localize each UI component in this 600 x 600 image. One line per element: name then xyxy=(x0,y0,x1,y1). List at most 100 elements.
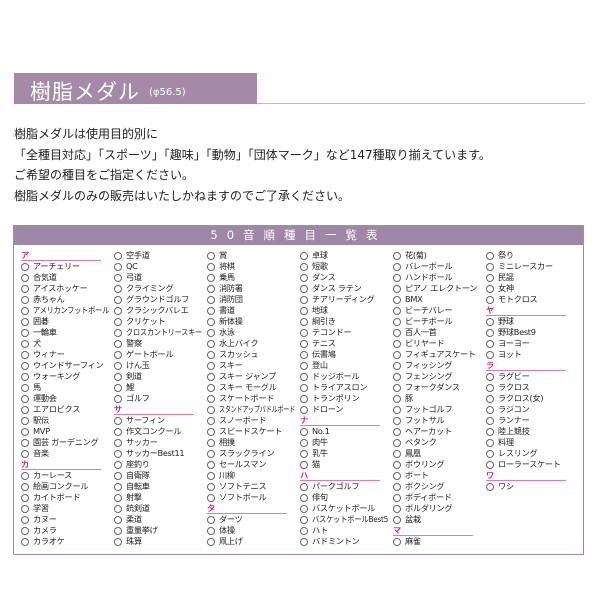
number-circle-icon xyxy=(393,482,401,491)
number-circle-icon xyxy=(114,416,122,425)
list-item: 一輪車 xyxy=(21,327,114,338)
event-name: ボート xyxy=(405,470,429,480)
list-item: カラオケ xyxy=(21,536,114,547)
list-item: けん玉 xyxy=(114,360,207,371)
list-item: 水上バイク xyxy=(207,338,300,349)
list-item: 陸上競技 xyxy=(486,426,579,437)
list-item: ヘアーカット xyxy=(393,426,486,437)
number-circle-icon xyxy=(21,438,29,447)
event-name: 乗馬 xyxy=(219,272,235,282)
medal-size: (φ56.5) xyxy=(149,87,186,98)
event-name: 将棋 xyxy=(219,261,235,271)
event-name: 陸上競技 xyxy=(498,426,530,436)
list-item: ハト xyxy=(300,525,393,536)
number-circle-icon xyxy=(300,372,308,381)
table-column: アアーチェリー 合気道 アイスホッケー 赤ちゃん アメリカンフットボール 囲碁 一輪車犬ウィ… xyxy=(21,250,114,547)
section-header: タ xyxy=(207,503,287,514)
list-item: ピアノ エレクトーン xyxy=(393,283,486,294)
number-circle-icon xyxy=(300,493,308,502)
number-circle-icon xyxy=(21,361,29,370)
list-item: ラジコン xyxy=(486,404,579,415)
number-circle-icon xyxy=(21,493,29,502)
number-circle-icon xyxy=(393,438,401,447)
list-item: ミニレースカー xyxy=(486,261,579,272)
event-name: トランポリン xyxy=(312,393,360,403)
number-circle-icon xyxy=(300,383,308,392)
number-circle-icon xyxy=(486,460,494,469)
list-item: ボディボード xyxy=(393,492,486,503)
event-name: 女神 xyxy=(498,283,514,293)
list-item: 凧上げ xyxy=(207,536,300,547)
list-item: 綱引き xyxy=(300,316,393,327)
event-name: 鯉 xyxy=(126,382,134,392)
number-circle-icon xyxy=(207,515,215,524)
list-item: バスケットボールBest5 xyxy=(300,514,393,525)
number-circle-icon xyxy=(21,471,29,480)
list-item: 祭り xyxy=(486,250,579,261)
event-name: スキー モーグル xyxy=(219,382,277,392)
list-item: レスリング xyxy=(486,448,579,459)
number-circle-icon xyxy=(21,372,29,381)
event-name: 音楽 xyxy=(33,448,49,458)
number-circle-icon xyxy=(21,306,29,315)
list-item: 民謡 xyxy=(486,272,579,283)
table-title: 50音順種目一覧表 xyxy=(14,226,583,245)
number-circle-icon xyxy=(207,251,215,260)
event-name: フィギュアスケート xyxy=(405,349,476,359)
intro-line: 樹脂メダルのみの販売はいたしかねますのでご了承ください。 xyxy=(14,188,351,203)
list-item: 剣道 xyxy=(114,371,207,382)
event-name: スキー xyxy=(219,360,243,370)
event-name: 祭り xyxy=(498,250,514,260)
event-name: ビーチバレー xyxy=(405,305,453,315)
list-item: ビーチバレー xyxy=(393,305,486,316)
number-circle-icon xyxy=(300,328,308,337)
event-name: カラオケ xyxy=(33,536,65,546)
section-header: ワ xyxy=(486,470,566,481)
list-item: 園芸 ガーデニング xyxy=(21,437,114,448)
event-name: ドッジボール xyxy=(312,371,360,381)
number-circle-icon xyxy=(21,394,29,403)
number-circle-icon xyxy=(486,350,494,359)
event-name: テニス xyxy=(312,338,336,348)
event-name: 民謡 xyxy=(498,272,514,282)
list-item: 弓道 xyxy=(114,272,207,283)
number-circle-icon xyxy=(207,317,215,326)
event-name: 絵画コンクール xyxy=(33,481,89,491)
list-item: チアリーディング xyxy=(300,294,393,305)
number-circle-icon xyxy=(21,449,29,458)
event-name: サッカーBest11 xyxy=(126,448,185,458)
event-name: 作文コンクール xyxy=(126,426,182,436)
list-item: テニス xyxy=(300,338,393,349)
number-circle-icon xyxy=(114,427,122,436)
number-circle-icon xyxy=(21,383,29,392)
section-header: ラ xyxy=(486,360,566,371)
event-name: 警察 xyxy=(126,338,142,348)
event-name: 地球 xyxy=(312,305,328,315)
list-item: トライアスロン xyxy=(300,382,393,393)
list-item: アーチェリー xyxy=(21,261,114,272)
list-item: 料理 xyxy=(486,437,579,448)
event-name: ボクシング xyxy=(405,481,445,491)
number-circle-icon xyxy=(114,438,122,447)
number-circle-icon xyxy=(393,361,401,370)
list-item: 駅伝 xyxy=(21,415,114,426)
list-item: 囲碁 xyxy=(21,316,114,327)
number-circle-icon xyxy=(21,416,29,425)
number-circle-icon xyxy=(21,295,29,304)
number-circle-icon xyxy=(393,460,401,469)
event-name: 綱引き xyxy=(312,316,336,326)
event-name: ゴルフ xyxy=(126,393,150,403)
event-name: 水泳 xyxy=(219,327,235,337)
event-name: フェンシング xyxy=(405,371,453,381)
event-name: レスリング xyxy=(498,448,538,458)
number-circle-icon xyxy=(114,339,122,348)
event-name: ボウリング xyxy=(405,459,445,469)
event-name: ラクロス(女) xyxy=(498,393,544,403)
number-circle-icon xyxy=(207,493,215,502)
number-circle-icon xyxy=(300,537,308,546)
list-item: ビリヤード xyxy=(393,338,486,349)
event-name: ソフトテニス xyxy=(219,481,267,491)
number-circle-icon xyxy=(114,317,122,326)
event-name: 相撲 xyxy=(219,437,235,447)
number-circle-icon xyxy=(300,295,308,304)
